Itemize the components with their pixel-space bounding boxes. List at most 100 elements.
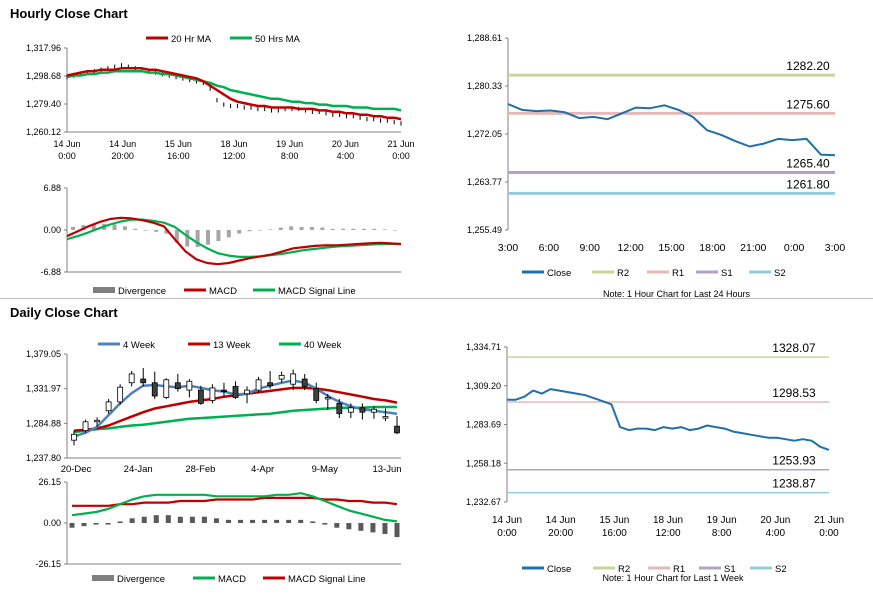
daily-price-y-tick-label: 1,379.05 [26, 349, 61, 359]
daily_pivots-x-tick-label: 20 Jun [760, 515, 790, 526]
daily-macd-divergence-bar [93, 523, 99, 525]
daily_pivots-x-tick-label: 4:00 [766, 528, 786, 539]
daily-candle-body [244, 389, 250, 395]
hourly_pivots-x-tick-label: 3:00 [825, 242, 846, 254]
daily-candle-body [347, 407, 354, 413]
hourly_pivots-y-tick-label: 1,272.05 [467, 129, 502, 139]
hourly-price-x-tick-label: 8:00 [281, 151, 299, 161]
daily-candle-body [290, 373, 297, 385]
daily-candle-body [232, 386, 239, 398]
daily-macd-divergence-bar [213, 518, 219, 523]
daily-macd-divergence-bar [69, 523, 75, 528]
daily-candle-body [359, 407, 366, 413]
daily-price-x-tick-label: 28-Feb [185, 464, 215, 475]
hourly_pivots-x-tick-label: 9:00 [580, 242, 601, 254]
hourly-macd-divergence-bar [206, 230, 211, 245]
hourly_pivots-x-tick-label: 6:00 [539, 242, 560, 254]
hourly-macd-divergence-bar [278, 227, 283, 230]
daily-divergence-legend-label: Divergence [117, 574, 165, 585]
hourly-macd-divergence-bar [154, 230, 159, 232]
daily-macd-divergence-bar [262, 519, 268, 523]
daily-candle-body [82, 421, 89, 432]
hourly_pivots-note: Note: 1 Hour Chart for Last 24 Hours [603, 289, 751, 299]
hourly_pivots-close-line [507, 103, 836, 157]
daily-price-x-tick-label: 20-Dec [61, 464, 92, 475]
hourly-macd-divergence-bar [71, 226, 75, 230]
daily-macd-divergence-bar [274, 519, 280, 523]
hourly-macd-divergence-bar [174, 230, 179, 243]
hourly-macd-divergence-bar [320, 227, 325, 230]
daily-candle-body [128, 373, 135, 384]
hourly-macd-divergence-bar [112, 224, 117, 230]
daily-price-x-tick-label: 4-Apr [251, 464, 274, 475]
daily-macd-divergence-bar [129, 518, 135, 523]
daily-macd-legend-label: MACD [218, 574, 246, 585]
hourly-price-x-tick-label: 19 Jun [276, 139, 303, 149]
daily-macd-divergence-bar [189, 516, 195, 523]
daily_pivots-y-tick-label: 1,309.20 [466, 381, 501, 391]
hourly-price-x-tick-label: 0:00 [392, 151, 410, 161]
daily-4-week-legend-label: 4 Week [123, 340, 155, 351]
hourly_pivots-close-legend-label: Close [547, 268, 571, 279]
daily-candle-body [301, 378, 308, 387]
hourly-macd-divergence-bar [299, 226, 304, 230]
hourly-macd-divergence-bar [237, 230, 242, 234]
daily-macd-y-tick-label: 0.00 [43, 518, 61, 528]
hourly-price-y-tick-label: 1,279.40 [26, 99, 61, 109]
daily-candle-body [221, 389, 227, 392]
hourly-macd-divergence-bar [372, 228, 377, 230]
daily-macd-signal-line [72, 496, 398, 507]
hourly-macd-divergence-bar [247, 230, 252, 232]
hourly-macd-divergence-bar [164, 230, 169, 234]
daily-candle-body [105, 401, 112, 412]
daily-candle-body [336, 402, 343, 415]
daily-macd-divergence-bar [346, 523, 352, 530]
hourly-section-title: Hourly Close Chart [10, 6, 128, 21]
daily-macd-divergence-bar [382, 523, 388, 534]
hourly-divergence-legend-label: Divergence [118, 286, 166, 297]
hourly-price-x-tick-label: 12:00 [223, 151, 246, 161]
hourly_pivots-y-tick-label: 1,288.61 [467, 33, 502, 43]
daily_pivots-x-tick-label: 12:00 [655, 528, 680, 539]
hourly-20-hr-ma-line [66, 67, 402, 121]
hourly_pivots-s1-level-label: 1265.40 [786, 157, 830, 171]
hourly-price-y-tick-label: 1,260.12 [26, 127, 61, 137]
daily-price-x-tick-label: 9-May [312, 464, 339, 475]
hourly-macd-divergence-bar [195, 230, 200, 248]
hourly-macd-divergence-bar [309, 226, 314, 230]
hourly-macd-divergence-bar [330, 228, 335, 230]
hourly-price-x-tick-label: 20:00 [111, 151, 134, 161]
hourly-macd-divergence-bar [185, 230, 190, 247]
daily-macd-divergence-bar [81, 523, 87, 527]
daily_pivots-r1-legend-label: R1 [673, 564, 685, 575]
daily-40-week-line [73, 405, 397, 434]
daily_pivots-s1-legend-label: S1 [724, 564, 736, 575]
daily_pivots-close-legend-label: Close [547, 564, 571, 575]
daily-candle-body [197, 389, 204, 404]
daily-macd-y-tick-label: 26.15 [38, 477, 61, 487]
daily-candle-body [278, 374, 285, 380]
hourly_pivots-s2-legend-label: S2 [774, 268, 786, 279]
hourly-macd-legend-label: MACD [209, 286, 237, 297]
daily-macd-divergence-bar [358, 523, 364, 531]
daily-macd-y-tick-label: -26.15 [35, 559, 61, 569]
hourly-macd-signal-line [66, 218, 401, 258]
hourly-macd-divergence-bar [289, 226, 294, 230]
hourly-price-x-tick-label: 14 Jun [109, 139, 136, 149]
daily-macd-divergence-bar [201, 516, 207, 523]
hourly-price-x-tick-label: 18 Jun [220, 139, 247, 149]
hourly-macd-y-tick-label: -6.88 [40, 267, 61, 277]
hourly-macd-y-tick-label: 6.88 [43, 183, 61, 193]
daily_pivots-x-tick-label: 16:00 [602, 528, 627, 539]
daily-section-title: Daily Close Chart [10, 305, 118, 320]
daily-candle-body [174, 382, 181, 390]
hourly_pivots-y-tick-label: 1,255.49 [467, 225, 502, 235]
daily-macd-signal-legend-label: MACD Signal Line [288, 574, 366, 585]
daily-macd-divergence-bar [322, 523, 328, 525]
daily_pivots-r1-level-label: 1298.53 [772, 386, 816, 400]
hourly_pivots-x-tick-label: 18:00 [699, 242, 725, 254]
hourly-macd-divergence-bar [341, 228, 346, 230]
daily_pivots-x-tick-label: 0:00 [819, 528, 839, 539]
daily-macd-divergence-bar [394, 523, 400, 538]
